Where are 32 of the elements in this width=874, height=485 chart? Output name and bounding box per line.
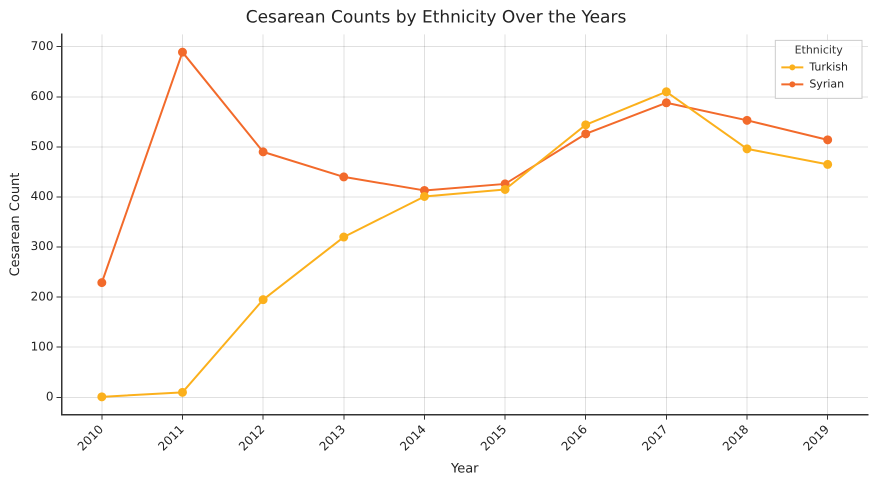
point	[662, 87, 671, 96]
x-axis-title: Year	[450, 462, 480, 477]
y-tick-label: 700	[30, 38, 54, 53]
y-tick-label: 0	[46, 389, 54, 404]
legend-label: Syrian	[809, 77, 844, 90]
y-tick-label: 300	[30, 239, 54, 254]
legend-label: Turkish	[808, 60, 848, 74]
point	[178, 48, 187, 57]
point	[258, 295, 268, 304]
point	[97, 392, 106, 402]
y-axis-title: Cesarean Count	[8, 172, 24, 276]
point	[742, 144, 752, 154]
point	[339, 172, 348, 182]
point	[339, 232, 348, 242]
point	[823, 160, 832, 169]
chart-title: Cesarean Counts by Ethnicity Over the Years	[246, 8, 626, 28]
point	[581, 120, 590, 130]
y-tick-label: 600	[30, 88, 54, 103]
point	[500, 184, 510, 194]
y-tick-label: 100	[30, 339, 54, 354]
legend-title: Ethnicity	[794, 43, 844, 56]
y-tick-label: 200	[30, 289, 54, 304]
point	[178, 388, 187, 397]
point	[97, 278, 106, 288]
point	[823, 135, 832, 144]
point	[258, 147, 268, 156]
point	[742, 116, 752, 125]
point	[581, 129, 590, 138]
y-tick-label: 500	[30, 138, 54, 153]
y-tick-label: 400	[30, 189, 54, 204]
point	[662, 98, 671, 108]
point	[420, 192, 429, 201]
